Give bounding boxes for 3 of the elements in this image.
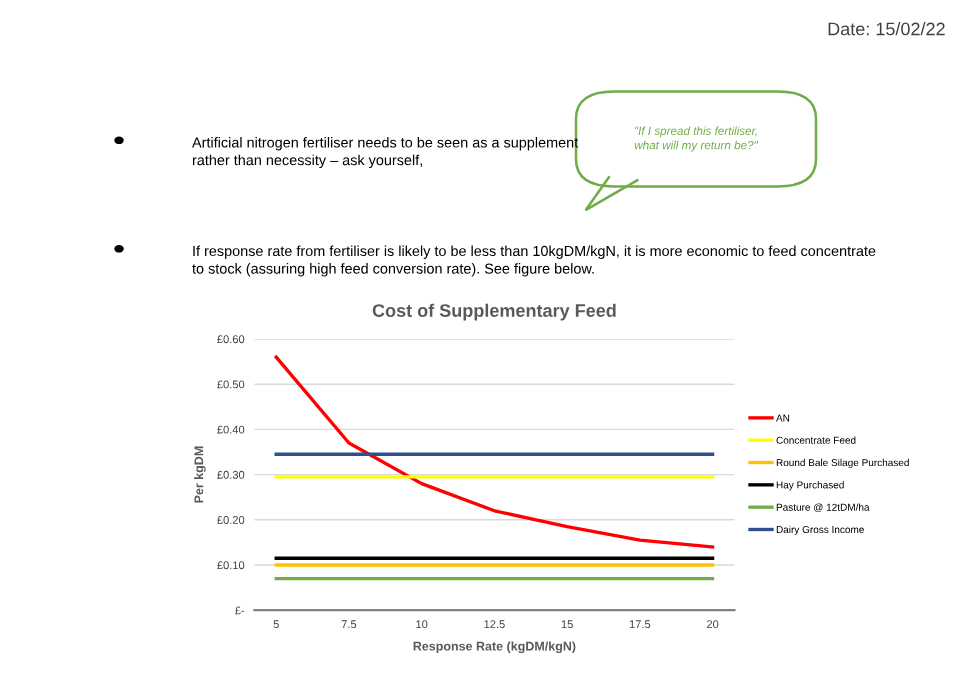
line-series — [274, 355, 715, 549]
chart-title: Cost of Supplementary Feed — [372, 303, 616, 321]
text: Date: 15/02/22 — [828, 22, 945, 36]
